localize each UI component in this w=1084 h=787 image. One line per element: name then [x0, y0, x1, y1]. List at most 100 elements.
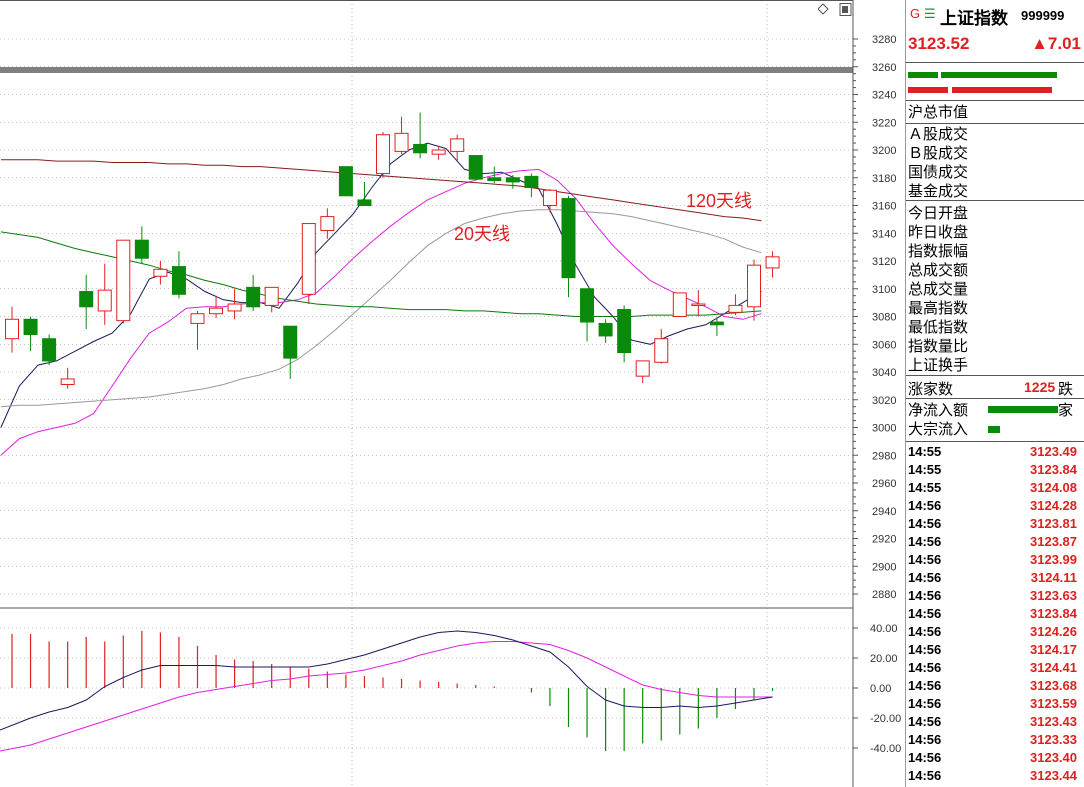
candle — [617, 305, 632, 363]
candle-body — [283, 325, 298, 359]
tick-row[interactable]: 14:56 3124.17 — [906, 642, 1084, 660]
annotation-ma120: 120天线 — [686, 191, 752, 211]
candle — [246, 274, 261, 311]
candle — [153, 261, 168, 285]
tick-row[interactable]: 14:56 3124.26 — [906, 624, 1084, 642]
y-tick-label: 3140 — [872, 228, 896, 240]
y-tick-label: 3040 — [872, 367, 896, 379]
tick-time: 14:56 — [908, 714, 942, 729]
tick-row[interactable]: 14:56 3123.68 — [906, 678, 1084, 696]
candle-body — [635, 360, 650, 377]
candle — [394, 116, 409, 155]
candle-body — [394, 132, 409, 152]
candle — [320, 208, 335, 239]
candle — [672, 292, 687, 318]
candle — [691, 290, 706, 317]
candle-body — [505, 177, 520, 183]
tick-row[interactable]: 14:56 3124.41 — [906, 660, 1084, 678]
candle-body — [413, 143, 428, 154]
tick-row[interactable]: 14:56 3123.40 — [906, 750, 1084, 768]
tick-time: 14:56 — [908, 588, 942, 603]
tick-row[interactable]: 14:56 3123.81 — [906, 516, 1084, 534]
y-tick-label: 2980 — [872, 450, 896, 462]
tick-value: 3123.84 — [1030, 606, 1077, 621]
candle-body — [209, 307, 224, 315]
separator-bar — [0, 67, 853, 73]
tick-row[interactable]: 14:56 3123.59 — [906, 696, 1084, 714]
quote-panel: G ☰ 上证指数 999999 3123.52 ▲7.01 沪总市值 Ａ股成交 Ｂ股… — [905, 0, 1084, 787]
tick-time: 14:56 — [908, 624, 942, 639]
flag-g-icon[interactable]: G — [910, 6, 921, 21]
candle — [190, 310, 205, 350]
tick-row[interactable]: 14:56 3123.63 — [906, 588, 1084, 606]
tick-row[interactable]: 14:56 3123.99 — [906, 552, 1084, 570]
tick-row[interactable]: 14:56 3123.84 — [906, 606, 1084, 624]
y-tick-label: 3180 — [872, 173, 896, 185]
tick-value: 3123.87 — [1030, 534, 1077, 549]
tick-row[interactable]: 14:56 3123.44 — [906, 768, 1084, 786]
candle — [227, 288, 242, 320]
macd-tick-label: 20.00 — [870, 653, 898, 665]
candle — [635, 360, 650, 384]
advance-label: 涨家数 — [908, 381, 954, 398]
candle-body — [709, 321, 724, 326]
candle — [580, 288, 595, 342]
candle — [97, 263, 112, 325]
candle-body — [617, 309, 632, 354]
candle — [301, 223, 316, 305]
tick-time: 14:55 — [908, 480, 942, 495]
candle — [709, 317, 724, 336]
advance-count: 1225 — [1024, 379, 1056, 395]
y-tick-label: 3220 — [872, 117, 896, 129]
info-label: 沪总市值 — [908, 104, 969, 121]
candle-body — [190, 313, 205, 324]
y-tick-label: 3100 — [872, 284, 896, 296]
chart-area: 3280 3260 3240 3220 3200 3180 3160 3140 3120 3100… — [0, 0, 901, 787]
tick-row[interactable]: 14:55 3123.84 — [906, 462, 1084, 480]
price-change: ▲7.01 — [1031, 34, 1081, 53]
y-tick-label: 3120 — [872, 256, 896, 268]
tick-row[interactable]: 14:55 3123.49 — [906, 444, 1084, 462]
tick-time: 14:56 — [908, 660, 942, 675]
tick-time: 14:56 — [908, 516, 942, 531]
tick-row[interactable]: 14:56 3123.43 — [906, 714, 1084, 732]
candle — [524, 173, 539, 198]
candle — [654, 328, 669, 364]
menu-icon[interactable]: ☰ — [924, 6, 936, 21]
tick-time: 14:56 — [908, 696, 942, 711]
candle-body — [301, 223, 316, 295]
tick-row[interactable]: 14:56 3123.33 — [906, 732, 1084, 750]
net-inflow-bar — [988, 406, 1058, 413]
diamond-icon[interactable] — [817, 3, 829, 15]
tick-row[interactable]: 14:56 3123.87 — [906, 534, 1084, 552]
quote-title-row: G ☰ 上证指数 999999 — [908, 4, 1084, 28]
candle-body — [264, 286, 279, 306]
ma-line-ma_mid — [0, 209, 762, 408]
candle — [542, 188, 557, 213]
block-inflow-label: 大宗流入 — [908, 421, 969, 438]
green-bar-right — [941, 72, 1057, 78]
candle — [747, 259, 761, 321]
y-tick-label: 2940 — [872, 506, 896, 518]
y-tick-label: 3080 — [872, 312, 896, 324]
info-label: 指数量比 — [908, 338, 969, 355]
candle-body — [672, 292, 687, 318]
candle-body — [524, 175, 539, 188]
tick-value: 3123.43 — [1030, 714, 1077, 729]
macd-tick-label: -20.00 — [870, 713, 901, 725]
tick-row[interactable]: 14:56 3124.11 — [906, 570, 1084, 588]
candle — [116, 239, 131, 324]
y-tick-label: 2880 — [872, 589, 896, 601]
info-label: 国债成交 — [908, 164, 969, 181]
panel-toggle-icon[interactable] — [839, 3, 852, 16]
candle — [450, 134, 465, 162]
tick-value: 3123.63 — [1030, 588, 1077, 603]
y-tick-label: 3160 — [872, 201, 896, 213]
candle — [5, 306, 19, 353]
tick-row[interactable]: 14:55 3124.08 — [906, 480, 1084, 498]
candle-body — [580, 288, 595, 323]
tick-row[interactable]: 14:56 3124.28 — [906, 498, 1084, 516]
price-row: 3123.52 ▲7.01 — [908, 34, 1083, 54]
divider — [906, 398, 1084, 399]
tick-time: 14:56 — [908, 732, 942, 747]
